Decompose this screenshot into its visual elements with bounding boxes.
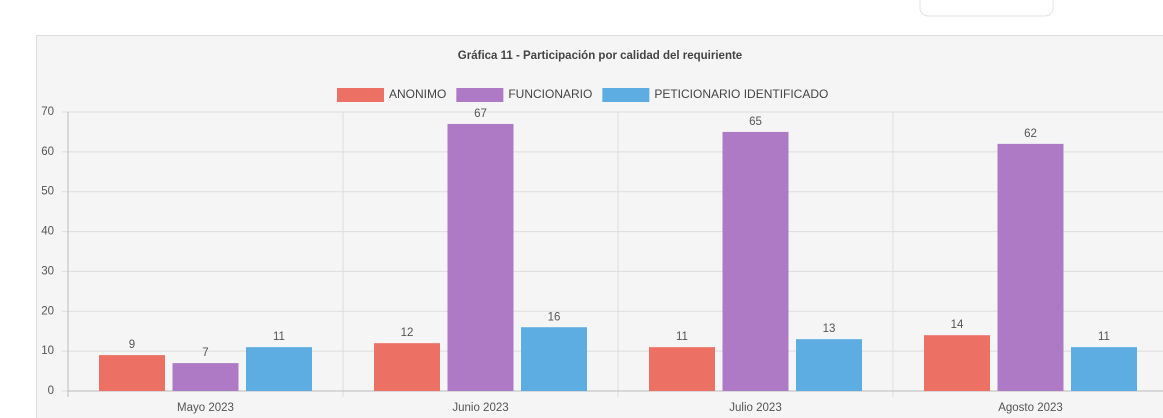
legend-swatch [602, 88, 650, 102]
bar [99, 355, 165, 391]
legend-label: ANONIMO [389, 87, 446, 101]
bar [172, 363, 239, 391]
x-tick-label: Mayo 2023 [177, 402, 234, 414]
bar [1071, 347, 1137, 391]
bar [246, 347, 312, 391]
chart-panel [36, 35, 1163, 418]
chart-title: Gráfica 11 - Participación por calidad d… [458, 50, 742, 62]
legend-label: FUNCIONARIO [508, 87, 592, 101]
value-label: 67 [474, 108, 487, 120]
bar [649, 347, 715, 391]
y-tick-label: 40 [41, 226, 54, 238]
x-tick-label: Julio 2023 [729, 402, 781, 414]
value-label: 62 [1024, 128, 1037, 140]
value-label: 11 [273, 331, 285, 343]
value-label: 14 [951, 319, 964, 331]
y-tick-label: 30 [41, 265, 54, 277]
bar [374, 343, 440, 391]
bar [997, 143, 1064, 391]
value-label: 9 [129, 339, 135, 351]
y-tick-label: 70 [41, 106, 54, 118]
bar [447, 123, 514, 391]
y-tick-label: 10 [41, 345, 54, 357]
value-label: 11 [676, 331, 688, 343]
y-tick-label: 0 [48, 385, 54, 397]
toolbar-button[interactable] [919, 0, 1054, 17]
value-label: 11 [1098, 331, 1110, 343]
value-label: 7 [202, 347, 208, 359]
bar [521, 327, 587, 391]
value-label: 65 [749, 116, 762, 128]
value-label: 12 [401, 327, 414, 339]
legend-swatch [337, 88, 384, 102]
value-label: 13 [823, 323, 836, 335]
legend-label: PETICIONARIO IDENTIFICADO [654, 87, 828, 101]
value-label: 16 [548, 311, 561, 323]
x-tick-label: Agosto 2023 [998, 402, 1063, 414]
y-tick-label: 50 [41, 186, 54, 198]
bar [924, 335, 990, 391]
y-tick-label: 60 [41, 146, 54, 158]
legend-swatch [456, 88, 504, 102]
x-tick-label: Junio 2023 [452, 402, 508, 414]
y-tick-label: 20 [41, 305, 54, 317]
bar [796, 339, 862, 391]
bar [722, 131, 789, 391]
